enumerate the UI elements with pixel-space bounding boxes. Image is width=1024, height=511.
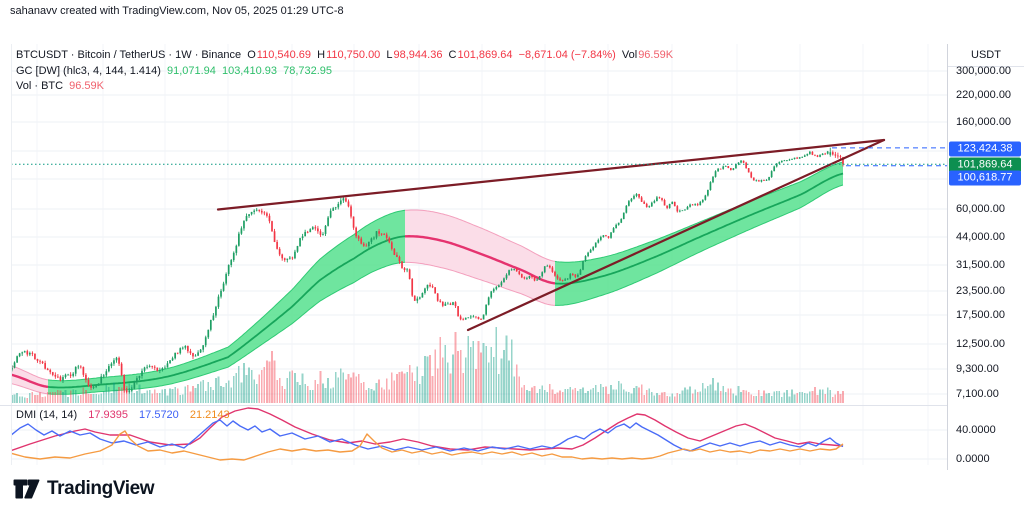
price-tick-label: 44,000.00 xyxy=(956,231,1005,243)
price-badge: 101,869.64 xyxy=(949,157,1021,173)
open-value: 110,540.69 xyxy=(256,49,312,61)
gc-value-2: 103,410.93 xyxy=(221,64,278,77)
high-label: H xyxy=(317,49,326,61)
dmi-value-1: 17.9395 xyxy=(88,409,128,421)
price-tick-label: 0.0000 xyxy=(956,453,990,465)
pane-left-border xyxy=(11,44,12,492)
price-tick-label: 23,500.00 xyxy=(956,285,1005,297)
low-label: L xyxy=(386,49,393,61)
price-tick-label: 17,500.00 xyxy=(956,309,1005,321)
symbol-legend-row[interactable]: BTCUSDT · Bitcoin / TetherUS · 1W · Bina… xyxy=(16,48,673,64)
price-axis[interactable]: USDT 300,000.00 220,000.00 160,000.00 60,00… xyxy=(948,44,1024,492)
price-tick-label: 7,100.00 xyxy=(956,388,999,400)
volume-indicator-title: Vol · BTC xyxy=(16,80,64,92)
volume-indicator-value: 96.59K xyxy=(69,80,105,92)
price-tick-label: 9,300.00 xyxy=(956,363,999,375)
dmi-value-3: 21.2143 xyxy=(189,409,230,421)
gc-value-3: 78,732.95 xyxy=(283,64,333,77)
price-tick-label: 12,500.00 xyxy=(956,338,1005,350)
symbol-title: BTCUSDT · Bitcoin / TetherUS · 1W · Bina… xyxy=(16,49,242,61)
close-value: 101,869.64 xyxy=(457,49,513,61)
dmi-title: DMI (14, 14) xyxy=(16,409,78,421)
price-tick-label: 300,000.00 xyxy=(956,65,1012,77)
price-chart-canvas[interactable] xyxy=(0,44,947,465)
change-value: −8,671.04 (−7.84%) xyxy=(518,49,616,61)
tradingview-logo-icon xyxy=(13,479,40,499)
price-tick-label: 60,000.00 xyxy=(956,203,1005,215)
price-tick-label: 40.0000 xyxy=(956,424,996,436)
price-badge: 100,618.77 xyxy=(949,170,1021,186)
price-tick-label: 31,500.00 xyxy=(956,259,1005,271)
pane-separator[interactable] xyxy=(0,405,1024,406)
low-value: 98,944.36 xyxy=(393,49,443,61)
dmi-value-2: 17.5720 xyxy=(139,409,179,421)
volume-value: 96.59K xyxy=(638,49,674,61)
gc-indicator-title: GC [DW] (hlc3, 4, 144, 1.414) xyxy=(16,64,161,77)
price-badge: 123,424.38 xyxy=(949,141,1021,157)
gc-indicator-row[interactable]: GC [DW] (hlc3, 4, 144, 1.414) 91,071.94 … xyxy=(16,64,673,80)
footer-bar: TradingView xyxy=(0,470,1024,511)
open-label: O xyxy=(247,49,256,61)
tradingview-logo[interactable]: TradingView xyxy=(13,478,155,500)
currency-button[interactable]: USDT xyxy=(948,44,1024,67)
attribution-text: sahanavv created with TradingView.com, N… xyxy=(10,5,344,17)
price-tick-label: 160,000.00 xyxy=(956,116,1012,128)
high-value: 110,750.00 xyxy=(326,49,381,61)
chart-area: BTCUSDT · Bitcoin / TetherUS · 1W · Bina… xyxy=(0,22,1024,492)
tradingview-logo-text: TradingView xyxy=(47,478,155,499)
volume-indicator-row[interactable]: Vol · BTC 96.59K xyxy=(16,79,673,95)
close-label: C xyxy=(448,49,457,61)
price-tick-label: 220,000.00 xyxy=(956,89,1012,101)
dmi-legend-row[interactable]: DMI (14, 14) 17.9395 17.5720 21.2143 xyxy=(16,409,230,421)
volume-label: Vol xyxy=(621,49,638,61)
gc-value-1: 91,071.94 xyxy=(166,64,216,77)
chart-legend: BTCUSDT · Bitcoin / TetherUS · 1W · Bina… xyxy=(16,48,673,95)
price-axis-separator xyxy=(947,44,948,492)
